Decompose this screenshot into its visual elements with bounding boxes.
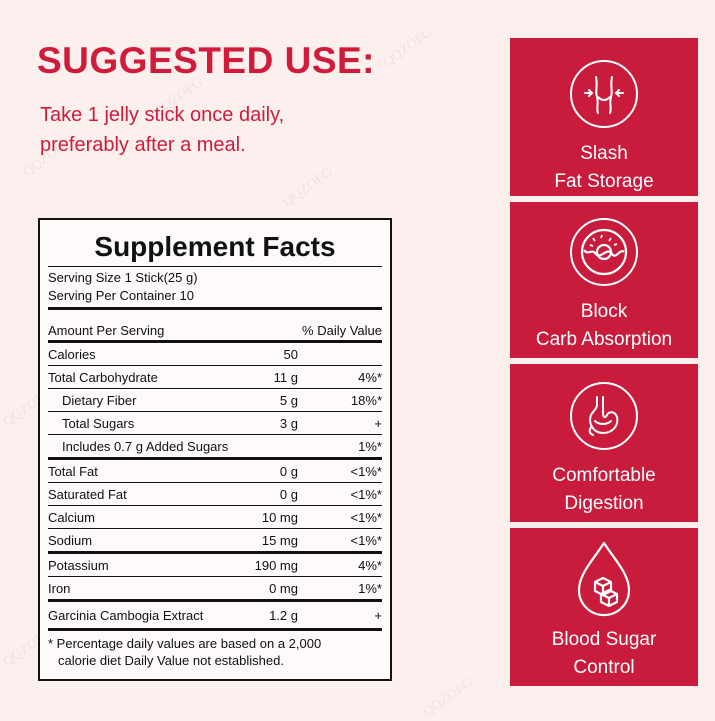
nutrient-name: Calories [48, 346, 96, 362]
benefit-card-blood-sugar: Blood Sugar Control [510, 528, 698, 686]
benefit-line: Comfortable [552, 465, 656, 486]
instruction-line: preferably after a meal. [40, 134, 246, 156]
nutrient-row-saturated-fat: Saturated Fat 0 g <1%* [48, 483, 382, 506]
donut-icon [570, 218, 638, 286]
benefit-line: Fat Storage [554, 171, 654, 192]
nutrient-amount: 15 mg [261, 532, 298, 548]
benefit-caption: Slash Fat Storage [510, 140, 698, 196]
nutrient-row-total-sugars: Total Sugars 3 g + [48, 412, 382, 435]
benefit-line: Control [573, 657, 635, 678]
amount-per-serving-label: Amount Per Serving [48, 323, 165, 338]
nutrient-dv: <1%* [350, 463, 382, 479]
nutrient-name: Calcium [48, 509, 95, 525]
nutrient-row-iron: Iron 0 mg 1%* [48, 577, 382, 602]
suggested-use-text: Take 1 jelly stick once daily, preferabl… [40, 100, 460, 160]
watermark: QQZOFG [280, 165, 336, 211]
nutrient-amount: 50 [283, 346, 298, 362]
nutrient-name: Dietary Fiber [62, 392, 137, 408]
nutrient-dv: 4%* [358, 557, 382, 573]
supplement-facts-panel: Supplement Facts Serving Size 1 Stick(25… [38, 218, 392, 681]
nutrient-row-calcium: Calcium 10 mg <1%* [48, 506, 382, 529]
nutrient-amount: 5 g [279, 392, 298, 408]
benefit-caption: Comfortable Digestion [510, 462, 698, 518]
nutrient-name: Total Carbohydrate [48, 369, 158, 385]
benefit-line: Block [580, 301, 628, 322]
nutrient-amount: 10 mg [261, 509, 298, 525]
nutrient-name: Sodium [48, 532, 93, 548]
nutrient-row-sodium: Sodium 15 mg <1%* [48, 529, 382, 554]
facts-footnote: * Percentage daily values are based on a… [48, 631, 382, 669]
nutrient-amount: 3 g [279, 415, 298, 431]
nutrient-amount: 0 g [279, 486, 298, 502]
nutrient-amount: 190 mg [254, 557, 298, 573]
benefit-card-digestion: Comfortable Digestion [510, 364, 698, 522]
nutrient-dv: <1%* [350, 509, 382, 525]
nutrient-name: Total Sugars [62, 415, 135, 431]
nutrient-name: Garcinia Cambogia Extract [48, 607, 204, 623]
nutrient-dv: 1%* [358, 438, 382, 454]
benefit-caption: Blood Sugar Control [510, 626, 698, 682]
nutrient-amount: 0 g [279, 463, 298, 479]
supplement-facts-title: Supplement Facts [94, 231, 336, 262]
nutrient-dv: + [374, 415, 382, 431]
nutrient-table: Calories 50 Total Carbohydrate 11 g 4%* … [48, 343, 382, 631]
nutrient-row-calories: Calories 50 [48, 343, 382, 366]
benefit-card-carb-absorption: Block Carb Absorption [510, 202, 698, 358]
serving-size: Serving Size 1 Stick(25 g) [48, 270, 198, 285]
nutrient-dv: + [374, 607, 382, 623]
watermark: QQZOFG [380, 25, 436, 71]
nutrient-row-total-fat: Total Fat 0 g <1%* [48, 460, 382, 483]
nutrient-row-garcinia: Garcinia Cambogia Extract 1.2 g + [48, 602, 382, 631]
benefit-line: Slash [580, 143, 628, 164]
nutrient-row-potassium: Potassium 190 mg 4%* [48, 554, 382, 577]
suggested-use-title: SUGGESTED USE: [37, 40, 375, 81]
nutrient-name: Potassium [48, 557, 109, 573]
footnote-line: calorie diet Daily Value not established… [58, 653, 284, 668]
amount-per-serving-header: Amount Per Serving % Daily Value [48, 310, 382, 340]
waist-icon [570, 60, 638, 128]
nutrient-dv: <1%* [350, 532, 382, 548]
nutrient-row-dietary-fiber: Dietary Fiber 5 g 18%* [48, 389, 382, 412]
benefit-line: Carb Absorption [535, 329, 673, 350]
watermark: QQZOFG [420, 675, 476, 721]
benefit-card-fat-storage: Slash Fat Storage [510, 38, 698, 196]
nutrient-dv: <1%* [350, 486, 382, 502]
stomach-icon [570, 382, 638, 450]
nutrient-dv: 18%* [350, 392, 382, 408]
blood-drop-sugar-icon [569, 540, 639, 618]
nutrient-amount: 0 mg [269, 580, 298, 596]
daily-value-header: % Daily Value [302, 323, 382, 338]
nutrient-row-total-carbohydrate: Total Carbohydrate 11 g 4%* [48, 366, 382, 389]
nutrient-name: Includes 0.7 g Added Sugars [62, 438, 229, 454]
nutrient-row-added-sugars: Includes 0.7 g Added Sugars 1%* [48, 435, 382, 460]
instruction-line: Take 1 jelly stick once daily, [40, 104, 285, 126]
nutrient-amount: 11 g [273, 369, 298, 385]
nutrient-dv: 4%* [358, 369, 382, 385]
nutrient-name: Saturated Fat [48, 486, 127, 502]
benefit-line: Blood Sugar [551, 629, 657, 650]
benefit-line: Digestion [564, 493, 644, 514]
nutrient-amount: 1.2 g [269, 607, 298, 623]
footnote-line: * Percentage daily values are based on a… [48, 636, 322, 651]
nutrient-name: Iron [48, 580, 71, 596]
nutrient-name: Total Fat [48, 463, 98, 479]
nutrient-dv: 1%* [358, 580, 382, 596]
benefit-caption: Block Carb Absorption [510, 298, 698, 354]
serving-per-container: Serving Per Container 10 [48, 288, 194, 303]
serving-info: Serving Size 1 Stick(25 g) Serving Per C… [48, 267, 382, 307]
